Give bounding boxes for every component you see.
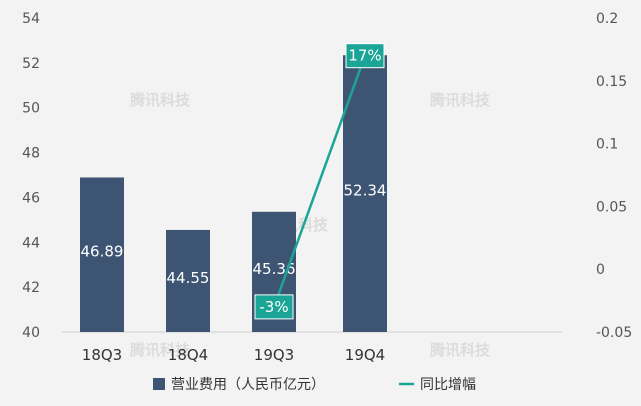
left-axis: 40 42 44 46 48 50 52 54 bbox=[22, 11, 40, 341]
x-axis: 18Q3 18Q4 19Q3 19Q4 bbox=[82, 346, 385, 364]
left-tick-label: 50 bbox=[22, 101, 40, 117]
growth-value-label: 17% bbox=[348, 47, 381, 65]
growth-line bbox=[272, 55, 367, 308]
left-tick-label: 54 bbox=[22, 11, 40, 27]
right-tick-label: 0 bbox=[596, 262, 605, 278]
category-label: 18Q4 bbox=[168, 346, 208, 364]
watermark-text: 腾讯科技 bbox=[429, 341, 491, 359]
bar bbox=[80, 177, 124, 332]
bar-value-label: 44.55 bbox=[167, 269, 210, 287]
legend-bar-label: 营业费用（人民币亿元） bbox=[171, 377, 325, 393]
bar-value-label: 45.36 bbox=[253, 260, 296, 278]
legend: 营业费用（人民币亿元） 同比增幅 bbox=[153, 377, 476, 393]
watermark-text: 腾讯科技 bbox=[129, 341, 191, 359]
bar bbox=[166, 229, 210, 332]
legend-line-label: 同比增幅 bbox=[420, 377, 476, 393]
growth-label-box bbox=[254, 294, 294, 320]
right-axis: -0.05 0 0.05 0.1 0.15 0.2 bbox=[596, 11, 632, 341]
bar-value-label: 52.34 bbox=[344, 182, 387, 200]
left-tick-label: 52 bbox=[22, 56, 40, 72]
category-label: 19Q3 bbox=[254, 346, 294, 364]
left-tick-label: 46 bbox=[22, 190, 40, 206]
bar-series: 46.89 44.55 45.36 52.34 bbox=[80, 55, 387, 332]
left-tick-label: 44 bbox=[22, 235, 40, 251]
legend-bar-swatch bbox=[153, 378, 165, 390]
category-label: 18Q3 bbox=[82, 346, 122, 364]
right-tick-label: -0.05 bbox=[596, 325, 632, 341]
left-tick-label: 40 bbox=[22, 325, 40, 341]
watermark-text: 腾讯科技 bbox=[129, 91, 191, 109]
left-tick-label: 48 bbox=[22, 146, 40, 162]
bar-value-label: 46.89 bbox=[81, 243, 124, 261]
right-tick-label: 0.2 bbox=[596, 11, 618, 27]
watermark-text: 腾讯科技 bbox=[429, 91, 491, 109]
right-tick-label: 0.1 bbox=[596, 137, 618, 153]
line-series: -3% 17% bbox=[254, 43, 385, 320]
right-tick-label: 0.15 bbox=[596, 74, 627, 90]
growth-label-box bbox=[345, 43, 385, 69]
bar bbox=[343, 55, 387, 332]
category-label: 19Q4 bbox=[345, 346, 385, 364]
right-tick-label: 0.05 bbox=[596, 199, 627, 215]
left-tick-label: 42 bbox=[22, 280, 40, 296]
growth-value-label: -3% bbox=[259, 298, 288, 316]
